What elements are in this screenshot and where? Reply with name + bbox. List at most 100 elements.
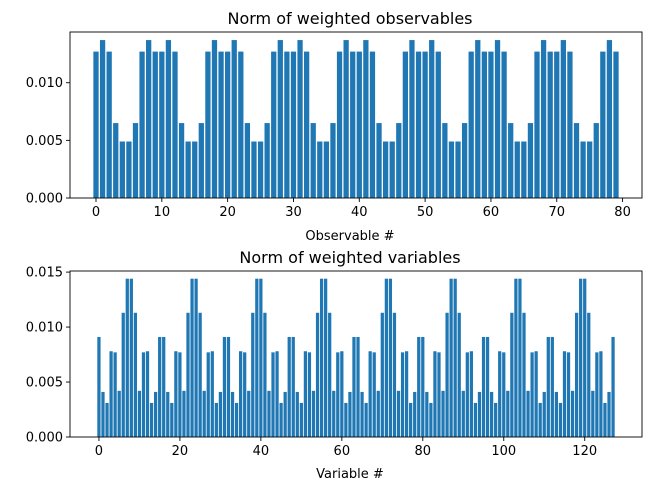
variables-bar: [437, 352, 441, 437]
variables-bar: [129, 278, 133, 437]
variables-bar: [372, 352, 376, 437]
variables-x-tick-label: 40: [253, 444, 270, 459]
variables-bar: [137, 390, 142, 437]
variables-bar: [400, 352, 405, 437]
observables-bar: [573, 123, 580, 198]
observables-bar: [159, 51, 165, 198]
observables-y-tick-label: 0.010: [26, 76, 63, 91]
variables-bars: [97, 278, 615, 437]
variables-bar: [485, 336, 490, 437]
observables-bar: [554, 51, 560, 198]
variables-bar: [154, 391, 158, 437]
variables-bar: [251, 312, 255, 437]
variables-x-tick-label: 20: [172, 444, 189, 459]
observables-bar: [113, 123, 119, 198]
observables-bar: [297, 40, 303, 198]
variables-bar: [603, 402, 607, 437]
observables-bar: [501, 51, 507, 198]
variables-bar: [356, 336, 360, 437]
observables-bar: [93, 51, 99, 198]
variables-bar: [591, 390, 595, 437]
observables-frame: [69, 31, 643, 199]
variables-bar: [332, 390, 336, 437]
observables-bar: [119, 141, 125, 198]
variables-x-tick-label: 120: [572, 444, 597, 459]
variables-bar: [121, 312, 125, 437]
observables-bar: [567, 51, 573, 198]
variables-x-label: Variable #: [316, 467, 384, 482]
variables-bar: [514, 278, 518, 437]
variables-bar: [494, 402, 498, 437]
variables-bar: [267, 390, 271, 437]
observables-x-tick-label: 70: [548, 205, 565, 220]
observables-bar: [218, 51, 224, 198]
variables-bar: [162, 336, 166, 437]
variables-bar: [230, 391, 235, 437]
variables-bar: [384, 278, 388, 437]
observables-bar: [587, 141, 593, 198]
variables-bar: [166, 391, 170, 437]
variables-bar: [392, 312, 397, 437]
variables-bar: [611, 336, 615, 437]
variables-bar: [477, 391, 482, 437]
observables-x-tick-label: 20: [219, 205, 236, 220]
variables-x-tick-label: 0: [95, 444, 103, 459]
observables-bar: [99, 40, 106, 198]
observables-bar: [238, 51, 244, 198]
observables-y-tick-label: 0.000: [26, 192, 63, 207]
variables-bar: [445, 312, 449, 437]
observables-bar: [600, 51, 606, 198]
variables-frame: [69, 270, 643, 438]
observables-bar: [257, 141, 264, 198]
variables-y-ticks: 0.000 0.005 0.010 0.015: [26, 266, 70, 446]
variables-bar: [550, 336, 554, 437]
variables-bar: [368, 351, 372, 437]
variables-bar: [457, 312, 461, 437]
variables-y-tick-label: 0.010: [26, 321, 63, 336]
variables-bar: [352, 336, 356, 437]
variables-title: Norm of weighted variables: [239, 248, 460, 267]
variables-bar: [538, 402, 542, 437]
variables-bar: [299, 402, 303, 437]
observables-bar: [369, 51, 376, 198]
variables-bar: [279, 402, 283, 437]
observables-bar: [514, 141, 520, 198]
observables-bar: [198, 123, 204, 198]
variables-bar: [546, 336, 550, 437]
variables-bar: [461, 390, 465, 437]
variables-bar: [534, 351, 538, 437]
variables-bar: [303, 351, 308, 437]
observables-bar: [192, 141, 198, 198]
variables-bar: [311, 390, 316, 437]
variables-bar: [380, 312, 384, 437]
variables-bar: [287, 336, 291, 437]
observables-bar: [172, 51, 178, 198]
variables-bar: [194, 278, 198, 437]
observables-y-ticks: 0.000 0.005 0.010: [26, 76, 70, 207]
observables-x-tick-label: 0: [92, 205, 100, 220]
variables-bar: [522, 312, 526, 437]
observables-bar: [310, 123, 316, 198]
observables-bar: [264, 123, 270, 198]
variables-bar: [518, 278, 522, 437]
variables-bar: [364, 402, 368, 437]
observables-bar: [363, 40, 369, 198]
observables-bar: [475, 40, 481, 198]
variables-bar: [579, 278, 583, 437]
observables-bar: [211, 40, 218, 198]
variables-bar: [566, 352, 571, 437]
variables-bar: [554, 391, 558, 437]
observables-bar: [494, 40, 501, 198]
variables-bar: [587, 312, 591, 437]
variables-bar: [453, 278, 457, 437]
observables-bar: [376, 123, 382, 198]
variables-bar: [340, 351, 344, 437]
observables-bar: [152, 51, 158, 198]
variables-bar: [158, 336, 162, 437]
observables-bar: [409, 40, 415, 198]
observables-bar: [448, 141, 455, 198]
variables-bar: [328, 312, 332, 437]
variables-bar: [481, 336, 486, 437]
observables-bar: [580, 141, 586, 198]
observables-x-tick-label: 10: [154, 205, 171, 220]
